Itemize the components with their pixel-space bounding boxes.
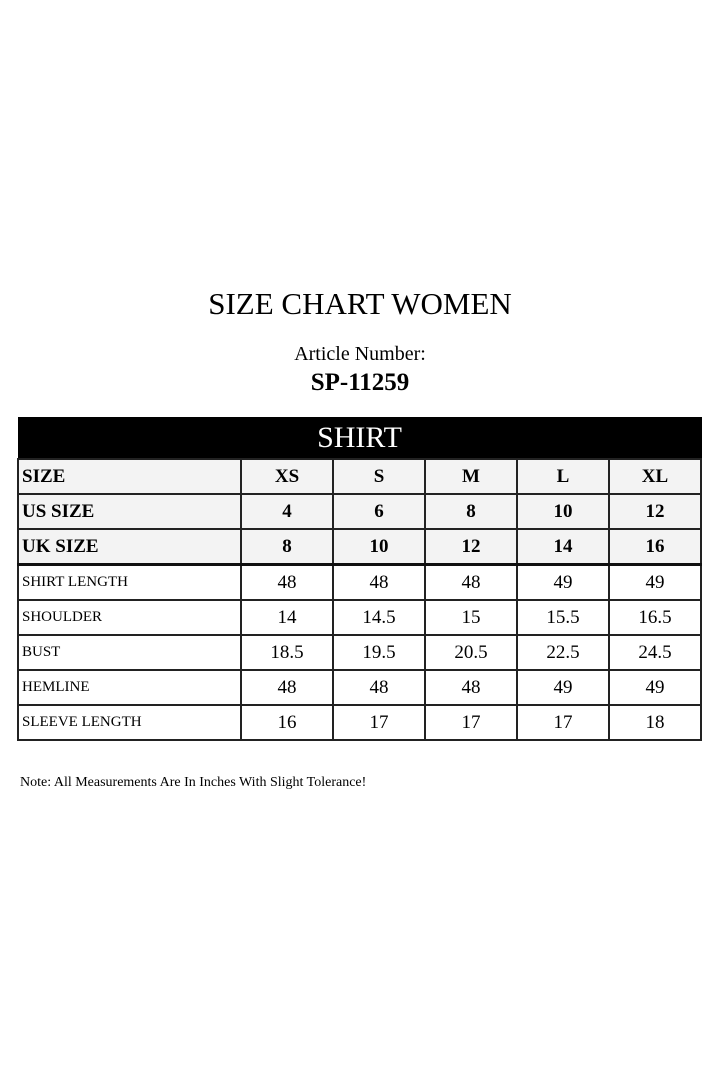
note: Note: All Measurements Are In Inches Wit… (20, 775, 367, 790)
table-cell: 12 (608, 493, 702, 530)
table-row: HEMLINE 48 48 48 49 49 (17, 669, 702, 706)
section-header: SHIRT (17, 417, 702, 460)
table-cell: 4 (240, 493, 334, 530)
article-label: Article Number: (294, 343, 426, 365)
table-row: UK SIZE 8 10 12 14 16 (17, 528, 702, 566)
table-cell: 49 (516, 669, 610, 706)
table-cell: 14.5 (332, 599, 426, 636)
table-cell: 48 (240, 563, 334, 601)
table-cell: M (424, 458, 518, 495)
table-row: SIZE XS S M L XL (17, 458, 702, 495)
table-cell: 6 (332, 493, 426, 530)
table-cell: 16 (240, 704, 334, 741)
table-cell: 14 (240, 599, 334, 636)
table-cell: 10 (332, 528, 426, 566)
table-cell: 14 (516, 528, 610, 566)
table-cell: 48 (424, 563, 518, 601)
table-row: US SIZE 4 6 8 10 12 (17, 493, 702, 530)
article-number: SP-11259 (310, 369, 410, 396)
table-cell: 12 (424, 528, 518, 566)
table-row: SHOULDER 14 14.5 15 15.5 16.5 (17, 599, 702, 636)
table-cell: 48 (332, 563, 426, 601)
table-cell: 8 (424, 493, 518, 530)
page-title: SIZE CHART WOMEN (208, 286, 512, 321)
row-label: SHIRT LENGTH (17, 563, 242, 601)
table-cell: 18 (608, 704, 702, 741)
table-cell: 49 (608, 669, 702, 706)
table-cell: XL (608, 458, 702, 495)
row-label: BUST (17, 634, 242, 671)
table-cell: 22.5 (516, 634, 610, 671)
table-cell: 16 (608, 528, 702, 566)
table-cell: 18.5 (240, 634, 334, 671)
table-cell: 19.5 (332, 634, 426, 671)
table-cell: 48 (332, 669, 426, 706)
table-cell: 48 (424, 669, 518, 706)
table-row: SLEEVE LENGTH 16 17 17 17 18 (17, 704, 702, 741)
table-cell: XS (240, 458, 334, 495)
table-cell: 17 (424, 704, 518, 741)
row-label: SIZE (17, 458, 242, 495)
table-cell: 20.5 (424, 634, 518, 671)
table-cell: 17 (516, 704, 610, 741)
size-chart-table: SHIRT SIZE XS S M L XL US SIZE 4 6 8 10 12 UK SIZE 8 1… (17, 417, 702, 741)
table-cell: 10 (516, 493, 610, 530)
table-cell: 16.5 (608, 599, 702, 636)
row-label: US SIZE (17, 493, 242, 530)
row-label: SHOULDER (17, 599, 242, 636)
table-cell: 24.5 (608, 634, 702, 671)
table-cell: 15 (424, 599, 518, 636)
row-label: SLEEVE LENGTH (17, 704, 242, 741)
table-cell: S (332, 458, 426, 495)
table-cell: 8 (240, 528, 334, 566)
table-row: BUST 18.5 19.5 20.5 22.5 24.5 (17, 634, 702, 671)
table-row: SHIRT LENGTH 48 48 48 49 49 (17, 563, 702, 601)
row-label: HEMLINE (17, 669, 242, 706)
row-label: UK SIZE (17, 528, 242, 566)
table-cell: 15.5 (516, 599, 610, 636)
table-cell: 17 (332, 704, 426, 741)
table-cell: 49 (608, 563, 702, 601)
table-cell: 49 (516, 563, 610, 601)
table-cell: 48 (240, 669, 334, 706)
table-cell: L (516, 458, 610, 495)
